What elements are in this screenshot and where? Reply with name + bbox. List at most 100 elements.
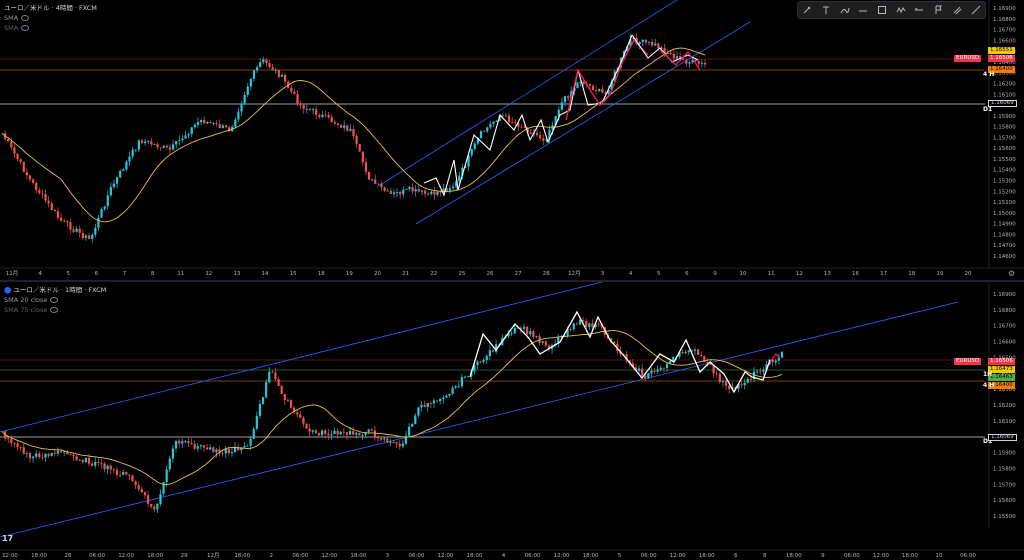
arrow-icon[interactable] (913, 4, 925, 16)
candle-body (268, 63, 271, 68)
candle-body (743, 382, 746, 386)
candle-body (199, 119, 203, 123)
candle-body (631, 363, 634, 368)
rectangle-icon[interactable] (876, 4, 888, 16)
time-axis-4h-label: 7 (123, 271, 127, 277)
candle-body (311, 109, 315, 111)
candle-body (392, 192, 396, 194)
candle-body (458, 175, 461, 182)
time-axis-1h-label: 06:00 (89, 553, 105, 559)
candle-body (255, 67, 259, 71)
visibility-icon[interactable] (21, 15, 30, 21)
candle-body (771, 359, 774, 363)
price-axis-4h-tick: 1.15300 (993, 179, 1016, 185)
visibility-icon[interactable] (50, 307, 59, 313)
candle-body (7, 138, 10, 142)
candle-body (56, 450, 60, 454)
candle-body (700, 62, 703, 64)
candle-body (227, 127, 231, 132)
candle-body (383, 438, 386, 440)
price-tag: 1.16506 (988, 55, 1015, 62)
time-axis-4h-label: 12 (796, 271, 803, 277)
candle-body (106, 195, 109, 207)
indicator-sma75-hidden[interactable]: SMA 75 close (4, 305, 106, 315)
candle-body (746, 379, 749, 383)
ruler-icon[interactable] (970, 4, 982, 16)
candle-body (737, 384, 740, 390)
chart-canvas-1h[interactable]: 1.169001.168001.167001.166001.165001.164… (0, 282, 1024, 560)
level-price-tag: 1.16069 (988, 434, 1017, 441)
candle-body (780, 351, 784, 358)
candle-body (19, 159, 22, 162)
indicator-sma20[interactable]: SMA 20 close (4, 295, 106, 305)
indicator-sma[interactable]: SMA (4, 13, 97, 23)
price-axis-1h-tick: 1.15600 (993, 498, 1016, 504)
candle-body (697, 61, 700, 64)
candle-body (352, 128, 355, 136)
chart-pane-4h[interactable]: 1.169001.168001.167001.166001.165001.164… (0, 0, 1024, 280)
price-axis-4h-tick: 1.14700 (993, 243, 1016, 249)
candle-body (35, 453, 38, 457)
flag-icon[interactable] (932, 4, 944, 16)
candle-body (718, 373, 721, 382)
visibility-icon[interactable] (21, 25, 30, 31)
indicator-sma-hidden[interactable]: SMA (4, 23, 97, 33)
eraser-icon[interactable] (951, 4, 963, 16)
candle-body (181, 441, 184, 444)
candle-body (442, 397, 445, 400)
chart-pane-1h[interactable]: 1.169001.168001.167001.166001.165001.164… (0, 282, 1024, 560)
time-axis-1h-label: 12月 (207, 552, 220, 559)
candle-body (209, 122, 212, 124)
text-icon[interactable] (820, 4, 832, 16)
candle-body (455, 181, 458, 187)
time-axis-4h-label: 17 (880, 271, 887, 277)
brush-icon[interactable] (839, 4, 851, 16)
candle-body (685, 60, 688, 64)
time-axis-4h-label: 21 (402, 271, 409, 277)
candle-body (392, 441, 395, 443)
candle-body (414, 415, 417, 425)
candle-body (346, 125, 349, 131)
symbol-title[interactable]: ユーロ／米ドル · 4時間 · FXCM (4, 4, 97, 12)
candle-body (774, 360, 777, 363)
visibility-icon[interactable] (50, 297, 59, 303)
candle-body (221, 125, 224, 129)
price-axis-4h-tick: 1.16300 (993, 71, 1016, 77)
pane-divider[interactable] (0, 280, 1024, 282)
price-axis-1h-tick: 1.16600 (993, 340, 1016, 346)
candle-body (94, 462, 97, 466)
candle-body (206, 122, 209, 124)
candle-body (56, 211, 60, 218)
candle-body (165, 469, 168, 483)
candle-body (78, 459, 81, 461)
candle-body (557, 337, 560, 344)
candle-body (240, 103, 243, 112)
candle-body (634, 367, 638, 371)
price-axis-4h-tick: 1.15700 (993, 135, 1016, 141)
candle-body (271, 371, 274, 373)
candle-body (131, 149, 134, 157)
line-icon[interactable] (857, 4, 869, 16)
candle-body (582, 320, 585, 321)
chart-canvas-4h[interactable]: 1.169001.168001.167001.166001.165001.164… (0, 0, 1024, 280)
candle-body (63, 451, 66, 453)
candle-body (430, 191, 433, 195)
candle-body (299, 414, 302, 418)
candle-body (672, 53, 675, 59)
candle-body (724, 381, 728, 386)
time-axis-1h-label: 3 (386, 553, 390, 559)
time-axis-4h-label: 5 (66, 271, 70, 277)
settings-icon[interactable]: ⚙ (1008, 269, 1016, 278)
symbol-title[interactable]: ⬤ ユーロ／米ドル · 1時間 · FXCM (4, 286, 107, 294)
zigzag-icon[interactable] (895, 4, 907, 16)
price-tag: 1.16463 (988, 374, 1015, 381)
candle-body (184, 135, 187, 139)
candle-body (535, 336, 538, 338)
candle-body (604, 92, 607, 94)
candle-body (688, 62, 691, 64)
candle-body (50, 203, 53, 211)
pen-icon[interactable] (801, 4, 813, 16)
price-axis-1h-tick: 1.15900 (993, 451, 1016, 457)
candle-body (134, 481, 137, 486)
sma-line (1, 47, 706, 223)
